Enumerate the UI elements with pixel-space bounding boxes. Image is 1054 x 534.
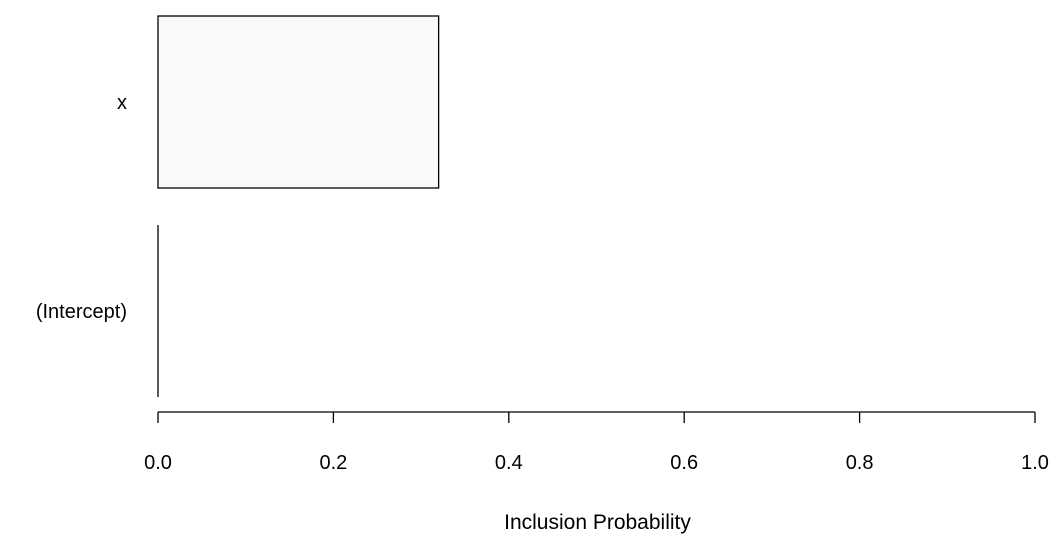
x-tick-label: 0.8 <box>846 452 874 474</box>
x-ticks-group: 0.0 0.2 0.4 0.6 0.8 1.0 <box>144 412 1049 474</box>
x-tick-label: 0.2 <box>319 452 347 474</box>
bar-x <box>157 15 440 189</box>
category-label-x: x <box>117 92 127 114</box>
x-axis-title: Inclusion Probability <box>504 511 691 534</box>
x-axis: 0.0 0.2 0.4 0.6 0.8 1.0 <box>144 411 1049 474</box>
bars-group <box>157 15 440 397</box>
x-tick-label: 0.0 <box>144 452 172 474</box>
x-tick-label: 0.4 <box>495 452 523 474</box>
category-label-intercept: (Intercept) <box>36 301 127 323</box>
x-tick-label: 0.6 <box>670 452 698 474</box>
category-labels-group: (Intercept) x <box>36 92 127 323</box>
x-tick-label: 1.0 <box>1021 452 1049 474</box>
